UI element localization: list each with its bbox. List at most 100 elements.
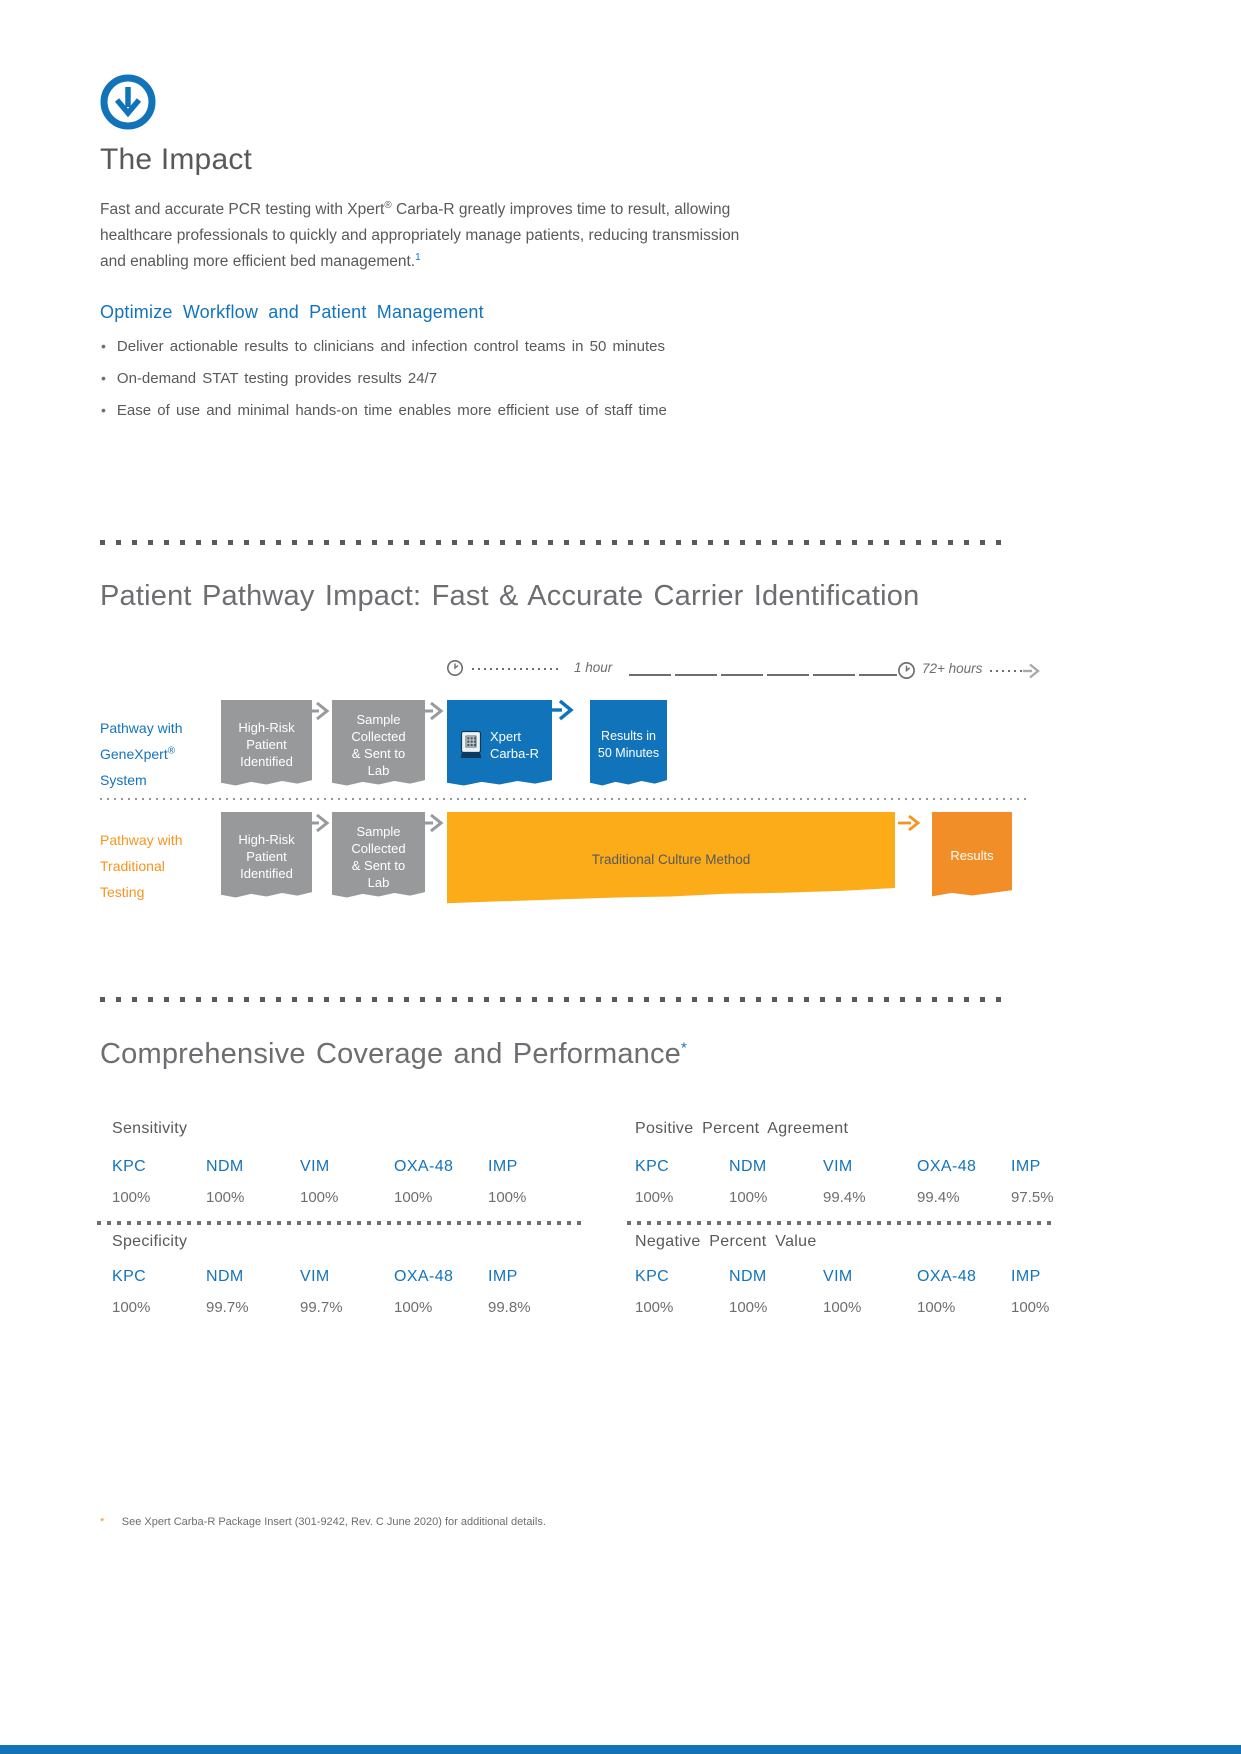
arrow-right-icon	[418, 813, 444, 833]
column-header: NDM	[206, 1158, 244, 1175]
footnote-asterisk: *	[100, 1516, 105, 1528]
paragraph-text: Fast and accurate PCR testing with Xpert	[100, 201, 385, 218]
column-header: NDM	[729, 1158, 767, 1175]
table-value-row: 100% 100% 100% 100% 100%	[112, 1189, 592, 1206]
table-value-row: 100% 100% 99.4% 99.4% 97.5%	[635, 1189, 1115, 1206]
clock-icon	[447, 660, 463, 676]
table-header-row: KPC NDM VIM OXA-48 IMP	[635, 1158, 1115, 1176]
timeline-end-dotted-line	[990, 670, 1024, 672]
sample-collected-box: Sample Collected & Sent to Lab	[332, 812, 425, 898]
value-cell: 100%	[729, 1189, 768, 1206]
label-line: Traditional	[100, 858, 165, 874]
cartridge-icon	[460, 730, 482, 758]
bottom-accent-band	[0, 1745, 1241, 1754]
column-header: IMP	[488, 1158, 518, 1175]
value-cell: 99.8%	[488, 1299, 531, 1316]
table-header-row: KPC NDM VIM OXA-48 IMP	[112, 1268, 592, 1286]
value-cell: 99.7%	[300, 1299, 343, 1316]
sample-collected-box: Sample Collected & Sent to Lab	[332, 700, 425, 786]
results-box: Results	[932, 812, 1012, 897]
table-title: Specificity	[112, 1233, 188, 1250]
table-title: Negative Percent Value	[635, 1233, 817, 1250]
column-header: IMP	[1011, 1158, 1041, 1175]
label-text: GeneXpert	[100, 746, 168, 762]
value-cell: 99.7%	[206, 1299, 249, 1316]
label-line: Pathway with	[100, 720, 183, 736]
column-header: OXA-48	[394, 1268, 454, 1285]
label-line: Testing	[100, 884, 145, 900]
table-value-row: 100% 99.7% 99.7% 100% 99.8%	[112, 1299, 592, 1316]
value-cell: 100%	[488, 1189, 527, 1206]
arrow-right-icon	[546, 699, 574, 721]
timeline-dotted-line	[472, 668, 562, 670]
table-value-row: 100% 100% 100% 100% 100%	[635, 1299, 1115, 1316]
high-risk-patient-box: High-Risk Patient Identified	[221, 700, 312, 786]
column-header: OXA-48	[394, 1158, 454, 1175]
table-title: Sensitivity	[112, 1120, 188, 1137]
column-header: KPC	[635, 1268, 670, 1285]
xpert-carba-r-box: Xpert Carba-R	[447, 700, 552, 786]
heading-text: Comprehensive Coverage and Performance	[100, 1038, 682, 1070]
npv-table: Negative Percent Value KPC NDM VIM OXA-4…	[635, 1233, 1115, 1316]
download-arrow-icon	[100, 74, 156, 130]
sensitivity-table: Sensitivity KPC NDM VIM OXA-48 IMP 100% …	[112, 1120, 592, 1206]
value-cell: 100%	[729, 1299, 768, 1316]
column-header: VIM	[823, 1158, 853, 1175]
asterisk-sup: *	[681, 1039, 688, 1057]
clock-icon	[898, 662, 915, 679]
table-title: Positive Percent Agreement	[635, 1120, 849, 1137]
value-cell: 100%	[394, 1299, 433, 1316]
column-header: VIM	[300, 1268, 330, 1285]
value-cell: 100%	[300, 1189, 339, 1206]
registered-sup: ®	[167, 745, 176, 757]
traditional-culture-method-bar: Traditional Culture Method	[447, 812, 895, 904]
box-label: Xpert Carba-R	[489, 728, 540, 761]
pathway-row-divider	[100, 798, 1030, 800]
value-cell: 97.5%	[1011, 1189, 1054, 1206]
label-line: System	[100, 772, 147, 788]
table-header-row: KPC NDM VIM OXA-48 IMP	[112, 1158, 592, 1176]
timeline-solid-line	[629, 674, 897, 676]
value-cell: 100%	[1011, 1299, 1050, 1316]
pathway-heading: Patient Pathway Impact: Fast & Accurate …	[100, 580, 920, 612]
value-cell: 99.4%	[823, 1189, 866, 1206]
column-header: NDM	[729, 1268, 767, 1285]
value-cell: 100%	[112, 1189, 151, 1206]
performance-heading: Comprehensive Coverage and Performance*	[100, 1038, 687, 1071]
column-header: OXA-48	[917, 1268, 977, 1285]
label-line: GeneXpert®	[100, 741, 210, 767]
bullet-text: Ease of use and minimal hands-on time en…	[116, 402, 667, 419]
table-header-row: KPC NDM VIM OXA-48 IMP	[635, 1268, 1115, 1286]
section-divider	[100, 997, 1012, 1002]
table-divider	[627, 1221, 1057, 1225]
table-divider	[97, 1221, 583, 1225]
column-header: KPC	[635, 1158, 670, 1175]
arrow-right-icon	[418, 701, 444, 721]
impact-paragraph: Fast and accurate PCR testing with Xpert…	[100, 197, 750, 275]
genexpert-row-label: Pathway with GeneXpert® System	[100, 715, 210, 793]
value-cell: 100%	[394, 1189, 433, 1206]
footnote-text: See Xpert Carba-R Package Insert (301-92…	[121, 1516, 546, 1528]
value-cell: 99.4%	[917, 1189, 960, 1206]
section-divider	[100, 540, 1012, 545]
footnote: * See Xpert Carba-R Package Insert (301-…	[100, 1512, 546, 1530]
label-line: Pathway with	[100, 832, 183, 848]
column-header: OXA-48	[917, 1158, 977, 1175]
ppa-table: Positive Percent Agreement KPC NDM VIM O…	[635, 1120, 1115, 1206]
results-50-minutes-box: Results in 50 Minutes	[590, 700, 667, 786]
value-cell: 100%	[635, 1189, 674, 1206]
impact-title: The Impact	[100, 143, 253, 176]
timeline-1hour-label: 1 hour	[574, 660, 613, 675]
traditional-row-label: Pathway with Traditional Testing	[100, 827, 210, 905]
value-cell: 100%	[917, 1299, 956, 1316]
arrow-right-icon	[1023, 663, 1040, 679]
column-header: KPC	[112, 1158, 147, 1175]
column-header: KPC	[112, 1268, 147, 1285]
bullet-item: Ease of use and minimal hands-on time en…	[101, 402, 667, 419]
value-cell: 100%	[823, 1299, 862, 1316]
high-risk-patient-box: High-Risk Patient Identified	[221, 812, 312, 898]
column-header: IMP	[1011, 1268, 1041, 1285]
registered-sup: ®	[384, 199, 392, 211]
arrow-right-icon	[898, 814, 921, 832]
